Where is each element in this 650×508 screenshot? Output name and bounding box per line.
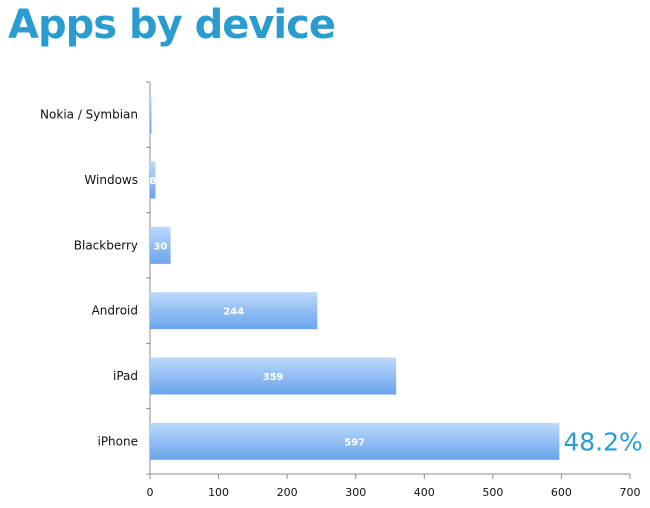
annotation-label: 48.2%	[563, 427, 642, 456]
value-label: 597	[344, 437, 365, 448]
category-label: Windows	[84, 173, 138, 187]
chart-title: Apps by device	[8, 2, 336, 48]
value-label: 359	[263, 372, 284, 383]
value-label: 8	[149, 176, 156, 187]
bar	[150, 357, 397, 395]
x-tick-label: 500	[482, 486, 503, 499]
category-label: iPad	[113, 369, 138, 383]
category-label: Blackberry	[74, 238, 138, 252]
bars	[150, 96, 560, 460]
x-tick-label: 100	[208, 486, 229, 499]
category-label: Nokia / Symbian	[40, 108, 138, 122]
bar	[150, 292, 318, 330]
x-tick-label: 600	[551, 486, 572, 499]
bar	[150, 226, 171, 264]
category-label: Android	[92, 304, 138, 318]
bar	[150, 96, 152, 134]
bar	[150, 161, 156, 199]
x-tick-label: 0	[147, 486, 154, 499]
x-tick-label: 700	[620, 486, 641, 499]
category-label: iPhone	[97, 434, 138, 448]
axes: 0 100 200 300 400 500 600 700	[146, 81, 641, 499]
bar	[150, 422, 560, 460]
x-tick-label: 300	[345, 486, 366, 499]
value-label: 244	[223, 307, 244, 318]
x-tick-label: 200	[277, 486, 298, 499]
x-tick-label: 400	[414, 486, 435, 499]
value-label: 30	[153, 241, 167, 252]
labels: Nokia / Symbian Windows 8 Blackberry 30 Andro…	[40, 108, 643, 457]
